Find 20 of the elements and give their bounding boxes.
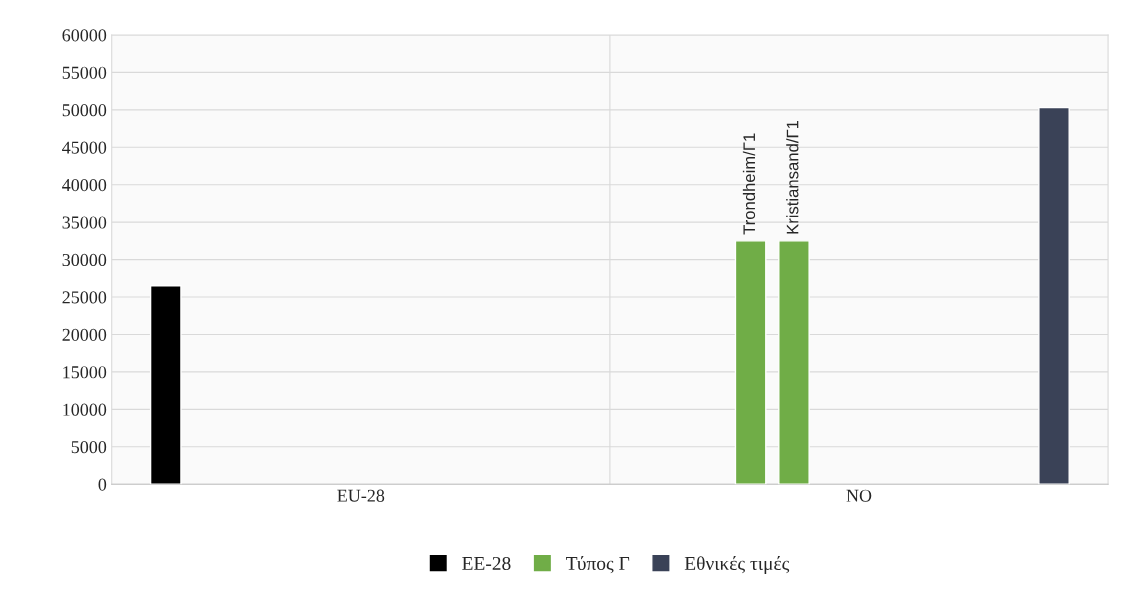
data-label: Trondheim/Γ1 — [742, 133, 756, 235]
y-tick-label: 55000 — [62, 66, 107, 79]
y-tick-label: 25000 — [62, 291, 107, 304]
y-tick-label: 40000 — [62, 178, 107, 192]
y-tick-label: 10000 — [63, 403, 107, 416]
y-tick-label: 0 — [98, 478, 107, 491]
y-tick-label: 20000 — [62, 328, 107, 341]
x-tick-label: EU-28 — [337, 489, 385, 502]
data-label: Kristiansand/Γ1 — [786, 120, 799, 234]
y-tick-label: 5000 — [71, 441, 107, 454]
y-tick-label: 60000 — [62, 29, 107, 42]
legend-label: ΕΕ-28 — [462, 556, 511, 570]
x-tick-label: NO — [846, 489, 872, 502]
legend-label: Εθνικές τιμές — [684, 556, 790, 574]
y-tick-label: 35000 — [62, 216, 107, 229]
y-tick-label: 15000 — [63, 366, 107, 379]
legend-label: Τύπος Γ — [566, 556, 630, 574]
y-tick-label: 50000 — [62, 104, 107, 117]
y-tick-label: 45000 — [62, 141, 107, 154]
y-tick-label: 30000 — [62, 253, 107, 267]
